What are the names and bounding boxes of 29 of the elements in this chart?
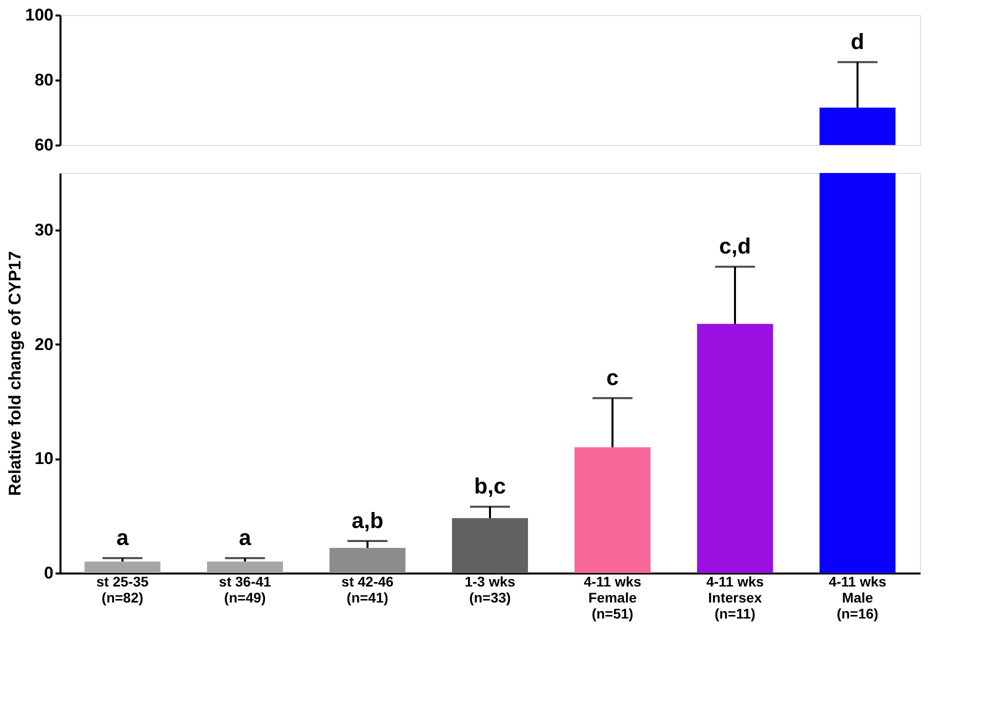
annotation: a bbox=[238, 525, 252, 550]
bar bbox=[574, 447, 650, 573]
y-tick-label: 20 bbox=[34, 334, 54, 354]
bar bbox=[820, 173, 896, 573]
annotation: d bbox=[850, 29, 864, 54]
y-tick-label: 0 bbox=[44, 564, 54, 582]
x-tick-label: 1-3 wks (n=33) bbox=[464, 574, 516, 606]
bar bbox=[207, 562, 283, 573]
bar bbox=[452, 518, 528, 573]
y-tick-label: 80 bbox=[34, 70, 54, 90]
annotation: a bbox=[116, 525, 130, 550]
x-tick-label: 4-11 wks Male (n=16) bbox=[828, 574, 887, 622]
bar bbox=[330, 548, 406, 573]
x-tick-label: st 36-41 (n=49) bbox=[218, 574, 272, 606]
x-tick-label: st 25-35 (n=82) bbox=[96, 574, 149, 606]
y-tick-label: 100 bbox=[25, 6, 54, 24]
y-axis-title: Relative fold change of CYP17 bbox=[6, 251, 25, 496]
bar bbox=[84, 562, 160, 573]
annotation: c,d bbox=[719, 234, 751, 259]
annotation: b,c bbox=[474, 474, 506, 499]
annotation: a,b bbox=[352, 508, 384, 533]
x-tick-label: st 42-46 (n=41) bbox=[341, 574, 394, 606]
x-tick-label: 4-11 wks Female (n=51) bbox=[584, 574, 642, 622]
annotation: c bbox=[606, 365, 619, 390]
bar bbox=[697, 324, 773, 573]
x-tick-label: 4-11 wks Intersex (n=11) bbox=[706, 574, 764, 622]
y-tick-label: 10 bbox=[34, 449, 54, 468]
y-tick-label: 60 bbox=[34, 136, 54, 154]
y-tick-label: 30 bbox=[34, 220, 54, 240]
